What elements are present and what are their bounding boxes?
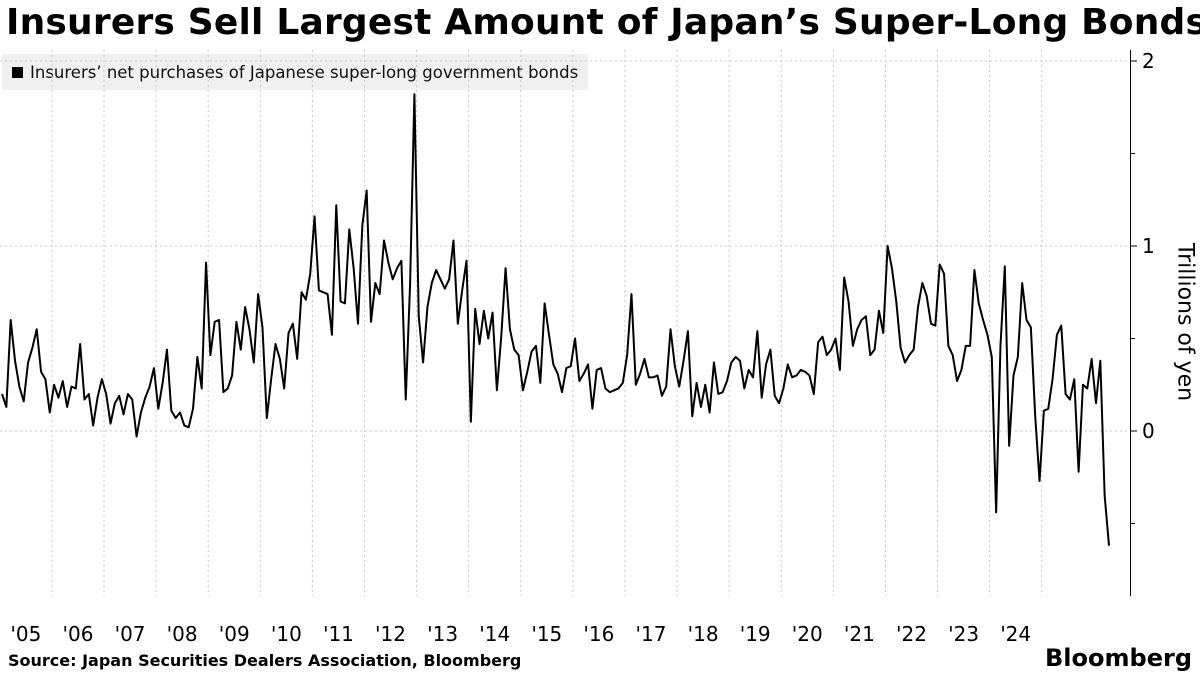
x-tick-label: '07 [115,622,146,646]
y-axis-label: Trillions of yen [1172,242,1198,402]
source-note: Source: Japan Securities Dealers Associa… [8,651,522,670]
x-tick-label: '10 [271,622,302,646]
x-tick-label: '13 [427,622,458,646]
x-tick-label: '23 [948,622,979,646]
x-tick-label: '15 [531,622,562,646]
x-tick-label: '11 [323,622,354,646]
x-tick-label: '06 [62,622,93,646]
series-line [1,93,1110,546]
brand-logo: Bloomberg [1045,644,1192,672]
chart-title: Insurers Sell Largest Amount of Japan’s … [6,2,1200,43]
legend-swatch [12,66,23,78]
legend-label: Insurers’ net purchases of Japanese supe… [30,62,579,82]
y-tick-label: 2 [1142,49,1155,73]
x-tick-label: '05 [10,622,41,646]
x-tick-label: '09 [219,622,250,646]
x-tick-label: '21 [844,622,875,646]
x-tick-label: '08 [167,622,198,646]
x-tick-label: '17 [636,622,667,646]
x-tick-label: '22 [896,622,927,646]
x-tick-label: '24 [1000,622,1031,646]
y-axis: 0 1 2 [1130,49,1155,596]
x-tick-label: '16 [583,622,614,646]
x-tick-label: '18 [688,622,719,646]
x-tick-label: '12 [375,622,406,646]
x-tick-label: '20 [792,622,823,646]
x-tick-label: '19 [740,622,771,646]
x-tick-label: '14 [479,622,510,646]
y-tick-label: 0 [1142,419,1155,443]
grid [0,50,1130,596]
x-axis: '05 '06 '07 '08 '09 '10 '11 '12 '13 '14 '15 '16 '17 '… [10,622,1031,646]
y-tick-label: 1 [1142,234,1155,258]
legend: Insurers’ net purchases of Japanese supe… [2,54,589,90]
